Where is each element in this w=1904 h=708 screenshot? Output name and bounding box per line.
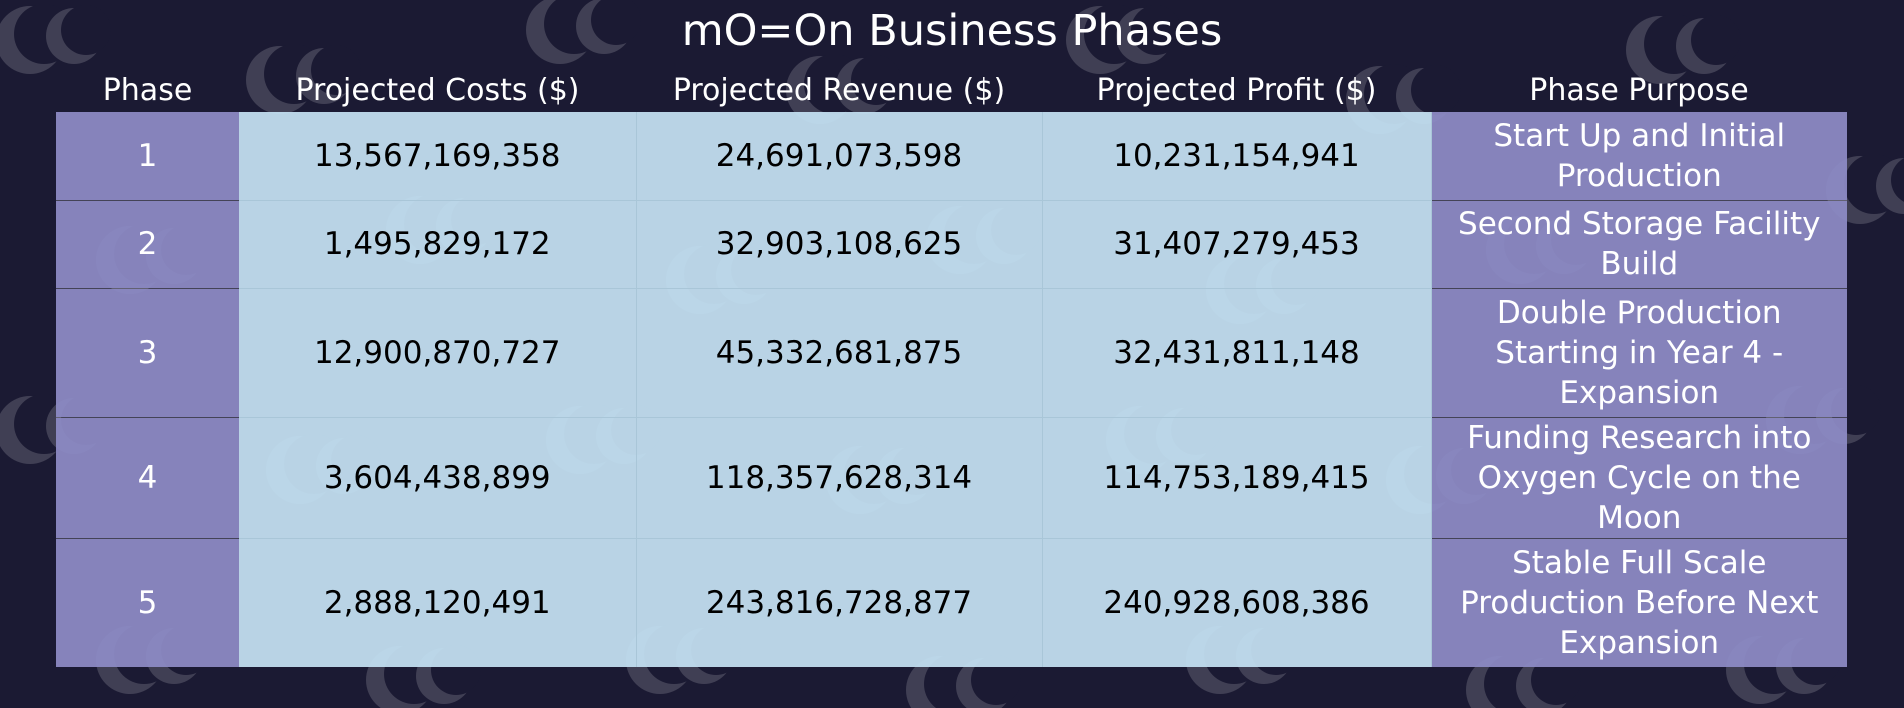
table-row: 1 13,567,169,358 24,691,073,598 10,231,1… <box>56 112 1847 201</box>
phase-number: 4 <box>56 417 239 539</box>
projected-revenue: 32,903,108,625 <box>636 200 1043 289</box>
business-phases-table: Phase Projected Costs ($) Projected Reve… <box>56 60 1847 667</box>
projected-revenue: 45,332,681,875 <box>636 288 1043 418</box>
phase-number: 3 <box>56 288 239 418</box>
phase-purpose: Stable Full Scale Production Before Next… <box>1431 538 1847 667</box>
phase-purpose: Start Up and Initial Production <box>1431 112 1847 201</box>
projected-costs: 13,567,169,358 <box>239 112 637 201</box>
table-row: 2 1,495,829,172 32,903,108,625 31,407,27… <box>56 200 1847 289</box>
column-header-revenue: Projected Revenue ($) <box>672 73 1006 108</box>
projected-costs: 12,900,870,727 <box>239 288 637 418</box>
phase-purpose: Funding Research into Oxygen Cycle on th… <box>1431 417 1847 539</box>
phase-number: 2 <box>56 200 239 289</box>
table-row: 4 3,604,438,899 118,357,628,314 114,753,… <box>56 417 1847 539</box>
projected-profit: 240,928,608,386 <box>1042 538 1432 667</box>
projected-profit: 10,231,154,941 <box>1042 112 1432 201</box>
projected-costs: 2,888,120,491 <box>239 538 637 667</box>
column-header-costs: Projected Costs ($) <box>295 73 580 108</box>
column-header-phase: Phase <box>102 73 193 108</box>
projected-profit: 32,431,811,148 <box>1042 288 1432 418</box>
table-header-row: Phase Projected Costs ($) Projected Reve… <box>56 60 1847 112</box>
projected-profit: 114,753,189,415 <box>1042 417 1432 539</box>
table-row: 5 2,888,120,491 243,816,728,877 240,928,… <box>56 538 1847 667</box>
projected-revenue: 24,691,073,598 <box>636 112 1043 201</box>
projected-revenue: 118,357,628,314 <box>636 417 1043 539</box>
phase-purpose: Second Storage Facility Build <box>1431 200 1847 289</box>
phase-number: 1 <box>56 112 239 201</box>
projected-profit: 31,407,279,453 <box>1042 200 1432 289</box>
phase-purpose: Double Production Starting in Year 4 - E… <box>1431 288 1847 418</box>
phase-number: 5 <box>56 538 239 667</box>
projected-costs: 3,604,438,899 <box>239 417 637 539</box>
projected-revenue: 243,816,728,877 <box>636 538 1043 667</box>
column-header-purpose: Phase Purpose <box>1529 73 1749 108</box>
page-title: mO=On Business Phases <box>681 6 1223 56</box>
column-header-profit: Projected Profit ($) <box>1096 73 1377 108</box>
projected-costs: 1,495,829,172 <box>239 200 637 289</box>
table-row: 3 12,900,870,727 45,332,681,875 32,431,8… <box>56 288 1847 418</box>
